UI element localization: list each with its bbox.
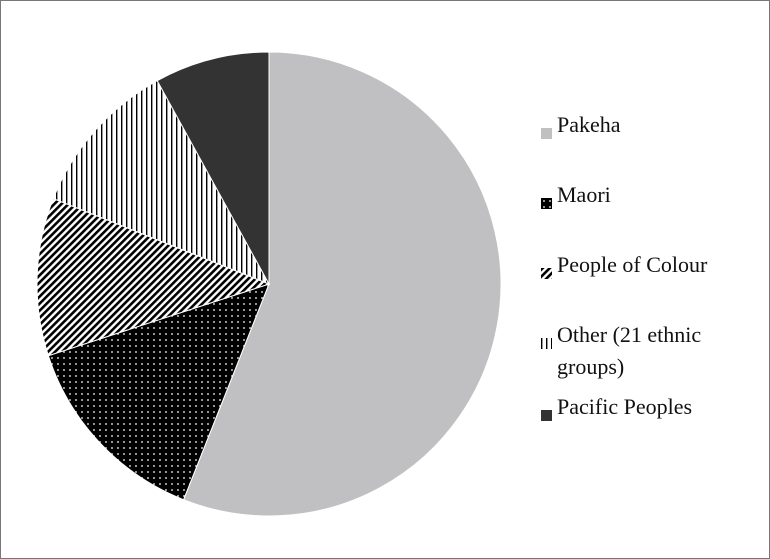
legend-key — [541, 116, 552, 139]
legend-label: Maori — [557, 182, 611, 207]
pie-slice — [156, 51, 270, 285]
legend-key — [541, 326, 552, 349]
legend-item: Pakeha — [541, 109, 756, 141]
legend-label: Pacific Peoples — [557, 394, 693, 419]
legend-label: People of Colour — [557, 252, 708, 277]
legend-key — [541, 256, 552, 279]
pie-slice — [52, 80, 271, 285]
legend-item: Other (21 ethnic groups) — [541, 319, 756, 383]
pie-slice — [182, 51, 502, 517]
legend: Pakeha Maori People of Colour Other (21 eth… — [541, 109, 756, 423]
legend-key — [541, 186, 552, 209]
legend-key — [541, 398, 552, 421]
legend-label: Pakeha — [557, 112, 621, 137]
pie-slice — [36, 197, 271, 357]
legend-item: Pacific Peoples — [541, 391, 756, 423]
legend-item: Maori — [541, 179, 756, 211]
legend-item: People of Colour — [541, 249, 756, 281]
legend-label: Other (21 ethnic groups) — [557, 322, 702, 379]
